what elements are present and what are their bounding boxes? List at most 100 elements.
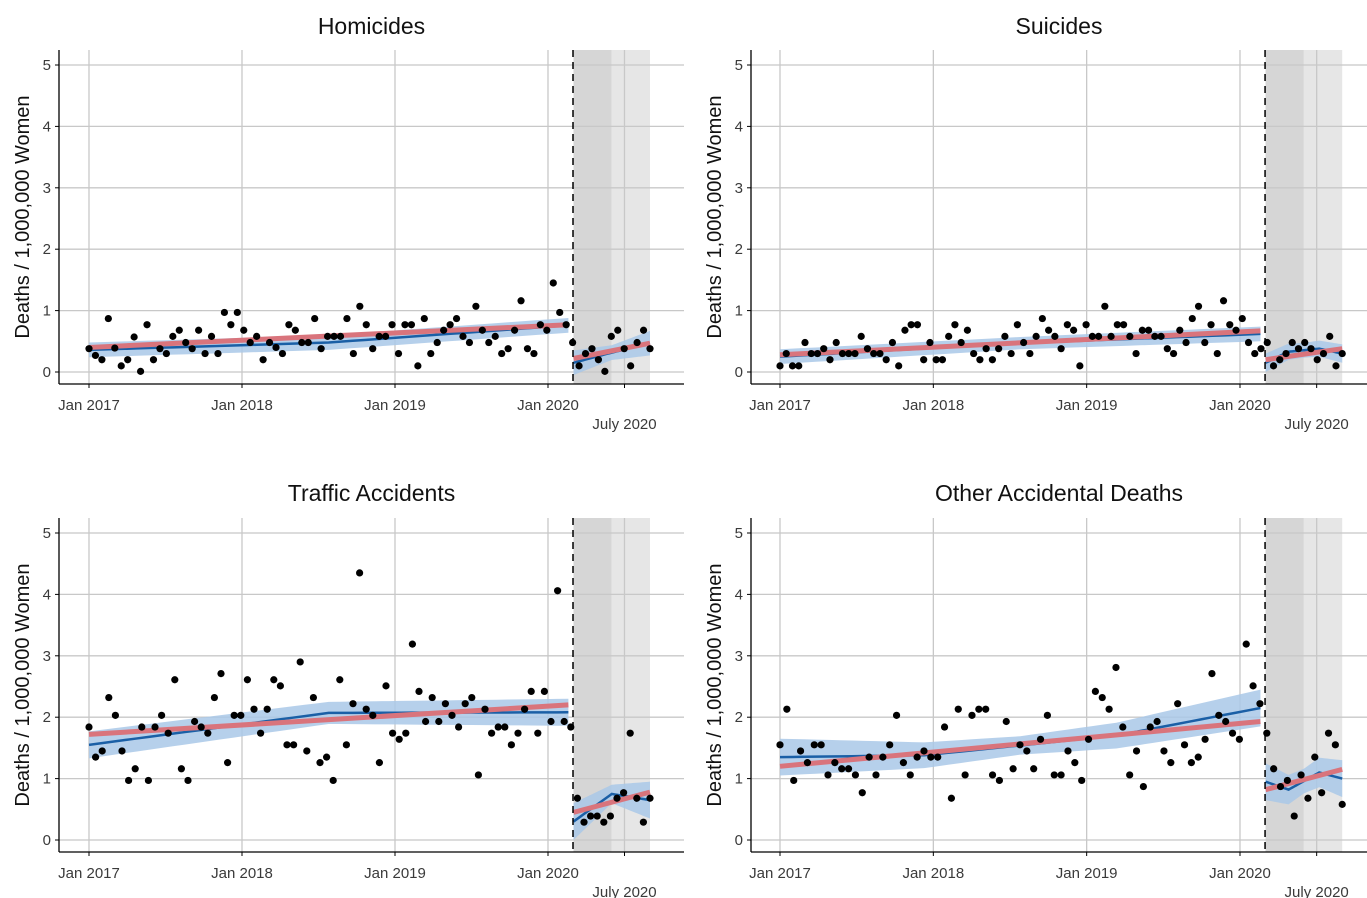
data-point — [125, 776, 133, 785]
data-point — [581, 349, 590, 358]
data-point — [461, 700, 469, 708]
data-point — [1098, 693, 1106, 702]
data-point — [646, 345, 654, 353]
data-point — [184, 776, 192, 785]
data-point — [246, 338, 254, 347]
y-tick-label: 0 — [735, 364, 743, 381]
data-point — [1251, 349, 1259, 358]
x-tick-label: Jan 2020 — [1209, 865, 1271, 882]
data-point — [801, 338, 809, 347]
data-point — [455, 723, 463, 731]
x-tick-label: July 2020 — [592, 416, 656, 433]
data-point — [197, 723, 205, 731]
data-point — [448, 711, 456, 719]
data-point — [1064, 747, 1072, 755]
data-point — [407, 321, 416, 329]
data-point — [906, 771, 914, 779]
data-point — [233, 308, 241, 317]
data-point — [1207, 321, 1215, 329]
data-point — [945, 332, 953, 340]
data-point — [382, 682, 390, 690]
data-point — [465, 338, 474, 347]
data-point — [594, 356, 603, 364]
data-point — [1290, 812, 1298, 820]
data-point — [1146, 723, 1154, 731]
data-point — [105, 693, 113, 702]
data-point — [857, 332, 865, 340]
data-point — [1208, 670, 1216, 678]
data-point — [298, 338, 306, 347]
data-point — [927, 753, 935, 761]
data-point — [304, 338, 312, 347]
data-point — [230, 711, 238, 719]
x-tick-label: Jan 2018 — [211, 865, 273, 882]
data-point — [1201, 338, 1209, 347]
data-point — [217, 670, 225, 678]
data-point — [810, 741, 818, 749]
x-tick-label: Jan 2020 — [517, 865, 579, 882]
shade-dark-region — [1265, 50, 1304, 384]
x-tick-label: Jan 2018 — [902, 397, 964, 414]
data-point — [1276, 356, 1284, 364]
data-point — [356, 569, 364, 577]
data-point — [1235, 735, 1243, 743]
data-point — [481, 705, 489, 713]
data-point — [1023, 747, 1031, 755]
data-point — [858, 789, 866, 797]
data-point — [468, 693, 476, 702]
data-point — [207, 332, 216, 340]
data-point — [1242, 640, 1250, 648]
data-point — [879, 753, 887, 761]
data-point — [1107, 332, 1115, 340]
data-point — [940, 723, 949, 731]
data-point — [593, 812, 601, 820]
data-point — [1126, 771, 1134, 779]
panel-4: 0 1 2 3 4 5 Jan 2017 Jan 2018 Jan 2019 Jan 2020 Ju… — [704, 480, 1367, 898]
data-point — [614, 326, 622, 334]
data-point — [210, 693, 218, 702]
data-point — [831, 759, 839, 767]
data-point — [1160, 747, 1168, 755]
y-tick-label: 5 — [735, 525, 743, 542]
data-point — [1026, 349, 1034, 358]
data-point — [926, 338, 934, 347]
data-point — [1232, 326, 1240, 334]
data-point — [1050, 771, 1058, 779]
x-tick-label: Jan 2018 — [211, 397, 273, 414]
y-tick-label: 4 — [735, 118, 743, 135]
data-point — [195, 326, 203, 334]
data-point — [560, 717, 568, 726]
data-point — [968, 711, 976, 719]
data-point — [549, 279, 557, 287]
data-point — [569, 338, 577, 347]
data-point — [851, 349, 859, 358]
y-tick-label: 1 — [43, 771, 51, 788]
chart-title: Suicides — [1016, 13, 1103, 39]
data-point — [1119, 321, 1128, 329]
data-point — [270, 676, 278, 684]
data-point — [111, 344, 119, 352]
data-point — [136, 367, 145, 375]
data-point — [807, 349, 815, 358]
data-point — [278, 349, 287, 358]
data-point — [947, 794, 956, 802]
chart-title: Homicides — [318, 13, 425, 39]
data-point — [1238, 314, 1246, 323]
data-point — [485, 338, 493, 347]
data-point — [349, 349, 357, 358]
data-point — [832, 338, 840, 347]
shade-light-region — [1303, 518, 1343, 852]
data-point — [283, 741, 291, 749]
data-point — [204, 729, 212, 737]
data-point — [517, 297, 525, 305]
data-point — [1045, 326, 1053, 334]
data-point — [863, 345, 872, 353]
data-point — [182, 338, 190, 347]
data-point — [886, 741, 894, 749]
data-point — [240, 326, 248, 334]
data-point — [362, 321, 370, 329]
data-point — [1297, 771, 1305, 779]
data-point — [951, 321, 959, 329]
data-point — [620, 789, 628, 797]
data-point — [588, 345, 596, 353]
